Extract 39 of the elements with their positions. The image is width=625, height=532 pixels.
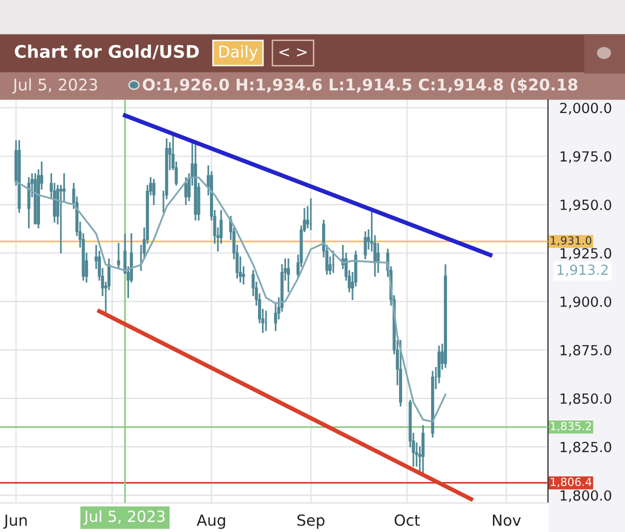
candlestick: [444, 264, 447, 368]
text: Jul 5, 2023: [12, 78, 98, 94]
y-tick-label: 1,900.0: [560, 296, 612, 308]
ref-line-label: 1,835.2: [550, 422, 591, 432]
y-tick-label: 1,925.0: [560, 248, 612, 260]
ref-line-label: 1,931.0: [550, 236, 592, 246]
x-tick-label: Oct: [394, 514, 420, 526]
candlestick: [194, 142, 198, 221]
x-tick-label: Nov: [492, 514, 521, 526]
candlestick: [184, 177, 188, 206]
chart-title: Chart for Gold/USD: [14, 44, 199, 60]
y-tick-label: 2,000.0: [560, 102, 612, 115]
text: O:1,926.0 H:1,934.6 L:1,914.5 C:1,914.8 ($20.18: [142, 78, 578, 93]
candlestick: [309, 198, 312, 230]
candlestick: [286, 258, 290, 292]
candlestick: [264, 310, 268, 331]
y-tick-label: 1,825.0: [560, 442, 612, 454]
candlestick: [421, 425, 425, 474]
candlestick: [27, 177, 30, 228]
chart-subtitle: Daily: [219, 45, 258, 61]
ref-line-label: Jul 5, 2023: [83, 510, 165, 525]
candlestick: [18, 140, 21, 213]
y-tick-label: 1,800.0: [560, 490, 612, 502]
y-tick-label: 1,975.0: [560, 151, 612, 164]
y-tick-label: 1,850.0: [560, 393, 612, 406]
y-tick-label: 1,950.0: [560, 200, 612, 212]
ref-line-label: 1,806.4: [550, 478, 592, 488]
x-tick-label: Aug: [196, 514, 226, 529]
candlestick: [152, 179, 156, 206]
candlestick: [117, 242, 120, 269]
text: 1,913.2: [558, 264, 608, 276]
y-tick-label: 1,875.0: [560, 344, 612, 357]
candlestick: [34, 173, 37, 224]
candlestick: [431, 370, 434, 438]
x-tick-label: Jun: [3, 514, 27, 529]
x-tick-label: Sep: [297, 514, 324, 529]
line-series: [15, 176, 446, 423]
candlestick: [364, 231, 367, 260]
text: < >: [279, 48, 307, 57]
